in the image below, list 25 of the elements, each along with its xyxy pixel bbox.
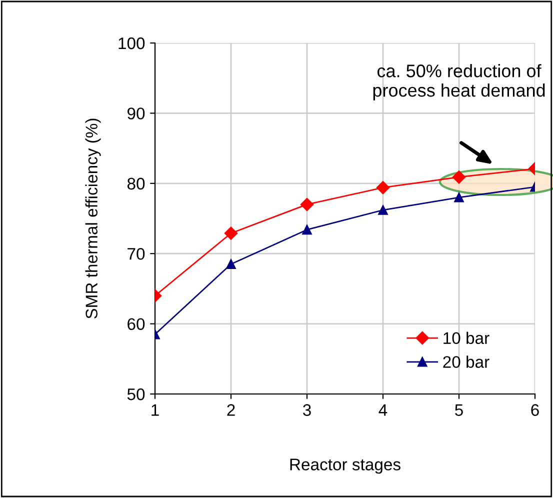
point xyxy=(224,226,238,240)
x-tick-label: 6 xyxy=(531,404,539,416)
y-tick-label: 50 xyxy=(127,388,145,400)
y-tick-label: 90 xyxy=(128,108,145,120)
x-tick-label: 3 xyxy=(303,404,311,416)
annotation: ca. 50% reduction of process heat demand xyxy=(373,64,545,100)
y-tick-label: 60 xyxy=(128,318,145,330)
y-tick-label: 80 xyxy=(127,178,145,190)
x-tick-label: 2 xyxy=(227,404,235,416)
x-axis-title: Reactor stages xyxy=(290,458,400,474)
legend-label: 20 bar xyxy=(443,356,490,368)
legend-label: 10 bar xyxy=(444,332,490,344)
point xyxy=(300,198,314,212)
point xyxy=(302,224,312,235)
x-tick-label: 1 xyxy=(152,404,159,416)
x-tick-label: 4 xyxy=(378,404,388,416)
point xyxy=(452,170,466,184)
y-tick-label: 100 xyxy=(118,37,145,50)
y-tick-label: 70 xyxy=(128,248,145,260)
y-axis-title: SMR thermal efficiency (%) xyxy=(85,118,101,319)
point xyxy=(454,192,464,202)
point xyxy=(378,205,388,215)
point xyxy=(376,181,390,194)
x-tick-label: 5 xyxy=(455,404,463,416)
point xyxy=(226,259,236,269)
